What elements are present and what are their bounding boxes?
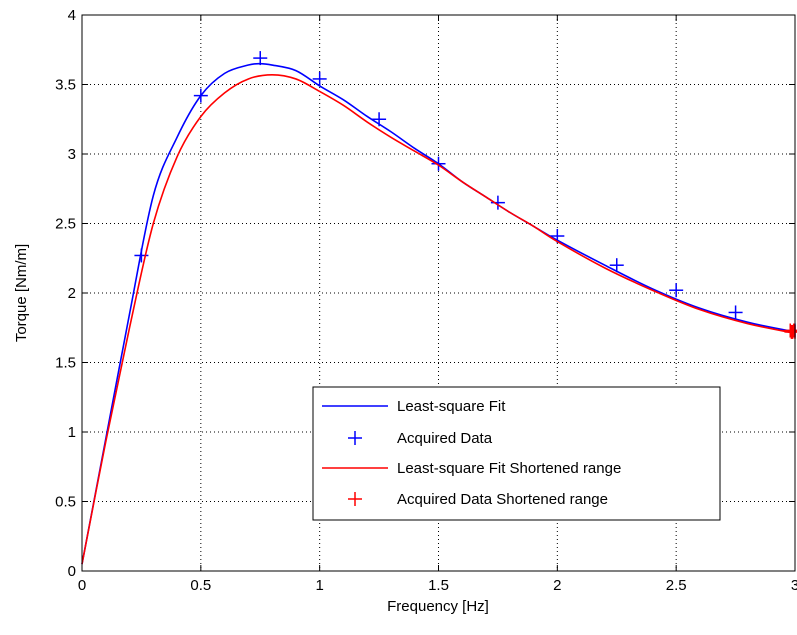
x-tick-label: 1.5 [428,577,449,594]
legend-marker-acquired-data-shortened [348,492,362,506]
y-tick-label: 0.5 [55,494,76,511]
x-tick-label: 0.5 [190,577,211,594]
data-point-acquired-data [728,305,743,320]
series-line-least-square-fit-shortened-range [81,73,796,565]
x-axis-label: Frequency [Hz] [387,598,489,615]
data-point-acquired-data [372,112,387,127]
data-point-acquired-data [253,51,268,66]
y-tick-label: 3.5 [55,77,76,94]
y-tick-label: 3 [68,146,76,163]
y-tick-label: 2.5 [55,216,76,233]
legend: Least-square Fit Acquired Data Least-squ… [312,386,721,521]
y-tick-label: 1 [68,424,76,441]
y-tick-label: 4 [68,7,76,24]
x-tick-label: 2 [553,577,561,594]
data-point-acquired-data [193,88,208,103]
legend-marker-acquired-data [348,431,362,445]
data-point-acquired-data [669,283,684,298]
data-point-acquired-data-shortened-range [786,323,797,338]
axis-ticks: 0 0.5 1 1.5 2 2.5 3 0 0.5 1 1.5 2 2.5 3 3.5 4 [55,7,797,594]
x-tick-label: 2.5 [666,577,687,594]
legend-label-least-square-fit: Least-square Fit [397,398,506,415]
y-tick-label: 2 [68,285,76,302]
x-tick-label: 3 [791,577,797,594]
series-line-least-square-fit [81,62,796,565]
legend-box [312,386,721,521]
x-tick-label: 1 [315,577,323,594]
y-axis-label: Torque [Nm/m] [13,244,30,342]
y-tick-label: 1.5 [55,355,76,372]
legend-label-least-square-fit-shortened: Least-square Fit Shortened range [397,460,621,477]
legend-label-acquired-data-shortened: Acquired Data Shortened range [397,491,608,508]
data-point-acquired-data [609,258,624,273]
legend-label-acquired-data: Acquired Data [397,430,493,447]
series-layer [81,51,797,565]
data-point-acquired-data [431,156,446,171]
data-point-acquired-data [312,71,327,86]
x-tick-label: 0 [78,577,86,594]
y-tick-label: 0 [68,563,76,580]
